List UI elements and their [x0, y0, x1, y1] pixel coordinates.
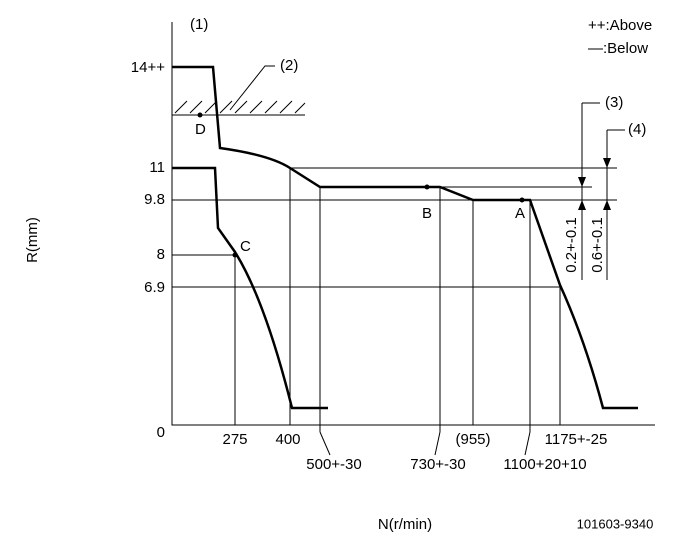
- legend-above: ++:Above: [588, 17, 652, 34]
- points: [197, 112, 525, 258]
- y-tick-label: 6.9: [144, 279, 165, 296]
- x-tick-label: 275: [222, 431, 247, 448]
- reference-lines: [172, 65, 617, 456]
- y-axis-title: R(mm): [24, 217, 41, 263]
- y-tick-label: 8: [157, 246, 165, 263]
- ref-label: (4): [628, 121, 646, 138]
- tolerance-label: 0.2+-0.1: [563, 217, 580, 272]
- x-tick-label: 1175+-25: [545, 431, 608, 448]
- point-label: D: [195, 121, 206, 138]
- point-label: A: [515, 205, 525, 222]
- y-tick-label: 9.8: [144, 191, 165, 208]
- axes: [171, 22, 655, 426]
- x-axis-title: N(r/min): [378, 516, 432, 533]
- y-tick-label: 0: [157, 424, 165, 441]
- ref-label: (2): [280, 57, 298, 74]
- ref-label: (3): [605, 94, 623, 111]
- x-tick-label: (955): [455, 431, 490, 448]
- y-tick-label: 11: [149, 159, 165, 176]
- point-label: B: [422, 205, 432, 222]
- x-tick-label: 1100+20+10: [503, 456, 586, 473]
- hatch-limit: [172, 100, 306, 116]
- tolerance-label: 0.6+-0.1: [589, 217, 606, 272]
- ref-label: (1): [190, 16, 208, 33]
- lower-curve: [172, 166, 328, 410]
- x-tick-label: 730+-30: [410, 456, 465, 473]
- point-label: C: [240, 238, 251, 255]
- legend-below: —:Below: [588, 40, 648, 57]
- x-tick-label: 500+-30: [306, 456, 361, 473]
- tolerance-arrows: [578, 102, 625, 280]
- drawing-number: 101603-9340: [577, 516, 654, 531]
- x-tick-label: 400: [275, 431, 300, 448]
- y-tick-label: 14++: [131, 59, 165, 76]
- upper-curve: [172, 65, 638, 410]
